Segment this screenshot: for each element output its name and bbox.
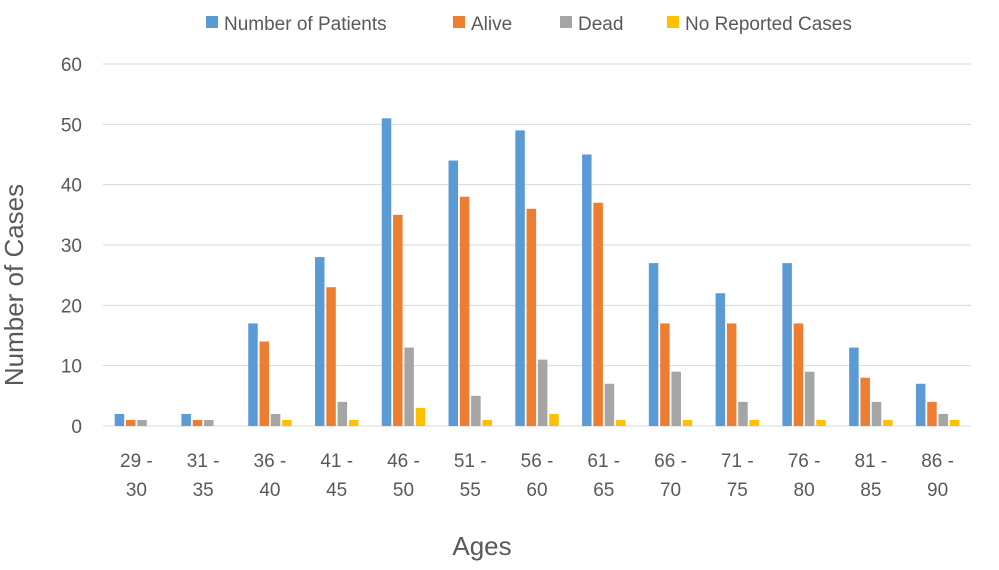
bar (526, 208, 537, 426)
gridlines (103, 63, 971, 427)
bar (871, 401, 882, 426)
bar (726, 323, 737, 426)
x-tick-label: 36 -40 (254, 451, 287, 501)
x-axis-ticks: 29 -30 31 -35 36 -40 41 -45 46 -50 51 -55 56 -… (120, 451, 954, 501)
bar (348, 419, 359, 426)
bar (482, 419, 492, 426)
bar (259, 341, 270, 426)
y-tick-label: 50 (61, 115, 82, 136)
legend-swatch (560, 16, 572, 28)
bar (415, 407, 426, 426)
x-tick-label: 41 -45 (320, 451, 353, 501)
y-tick-label: 0 (71, 417, 82, 438)
bar (738, 401, 748, 426)
bar (671, 371, 681, 426)
bar (337, 401, 348, 426)
bar (537, 359, 548, 426)
bar (804, 371, 815, 426)
bar (660, 323, 670, 426)
x-tick-label: 31 -35 (187, 451, 220, 501)
bar (927, 401, 937, 426)
bars (114, 118, 960, 427)
bar (270, 413, 281, 426)
bar (593, 202, 603, 426)
legend: Number of Patients Alive Dead No Reported C… (206, 14, 852, 35)
bar (192, 419, 203, 426)
legend-swatch (206, 16, 218, 28)
bar (648, 263, 659, 426)
x-tick-label: 71 -75 (721, 451, 754, 501)
y-axis-ticks: 0 10 20 30 40 50 60 (61, 55, 82, 438)
x-tick-label: 56 -60 (521, 451, 554, 501)
bar (949, 419, 960, 426)
bar (448, 160, 459, 427)
bar (549, 413, 559, 426)
y-tick-label: 30 (61, 236, 82, 257)
y-tick-label: 10 (61, 357, 82, 378)
x-tick-label: 66 -70 (654, 451, 687, 501)
y-tick-label: 40 (61, 176, 82, 197)
bar (938, 413, 949, 426)
x-tick-label: 76 -80 (788, 451, 821, 501)
bar (459, 196, 470, 426)
bar (615, 419, 626, 426)
bar (125, 419, 136, 426)
x-axis-title: Ages (452, 531, 511, 561)
x-tick-label: 46 -50 (387, 451, 420, 501)
bar (582, 154, 592, 426)
x-tick-label: 51 -55 (454, 451, 487, 501)
bar (282, 419, 292, 426)
bar (860, 377, 870, 426)
bar (715, 293, 726, 426)
bar (326, 287, 336, 426)
y-tick-label: 20 (61, 296, 82, 317)
bar (604, 383, 615, 426)
bar (816, 419, 826, 426)
x-tick-label: 81 -85 (854, 451, 887, 501)
bar (682, 419, 693, 426)
x-tick-label: 61 -65 (587, 451, 620, 501)
bar (515, 130, 525, 426)
bar (137, 419, 147, 426)
y-axis-title: Number of Cases (0, 184, 29, 386)
legend-swatch (453, 16, 465, 28)
bar (314, 257, 325, 426)
bar (849, 347, 859, 426)
x-tick-label: 86 -90 (921, 451, 954, 501)
legend-swatch (667, 16, 679, 28)
bar (204, 419, 214, 426)
bar (793, 323, 804, 426)
bar (248, 323, 258, 426)
bar (381, 118, 392, 427)
legend-label: Alive (471, 14, 512, 35)
y-tick-label: 60 (61, 55, 82, 76)
bar (393, 214, 403, 426)
bar (114, 413, 125, 426)
bar (782, 263, 792, 426)
legend-label: Number of Patients (224, 14, 387, 35)
bar (404, 347, 414, 426)
bar (749, 419, 760, 426)
bar (471, 395, 481, 426)
bar (915, 383, 926, 426)
legend-label: No Reported Cases (685, 14, 852, 35)
legend-label: Dead (578, 14, 623, 35)
x-tick-label: 29 -30 (120, 451, 153, 501)
bar (883, 419, 893, 426)
bar (181, 413, 191, 426)
